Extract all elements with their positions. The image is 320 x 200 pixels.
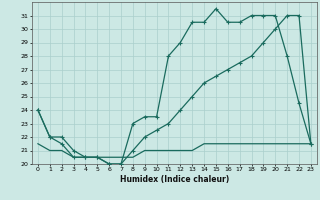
X-axis label: Humidex (Indice chaleur): Humidex (Indice chaleur) — [120, 175, 229, 184]
